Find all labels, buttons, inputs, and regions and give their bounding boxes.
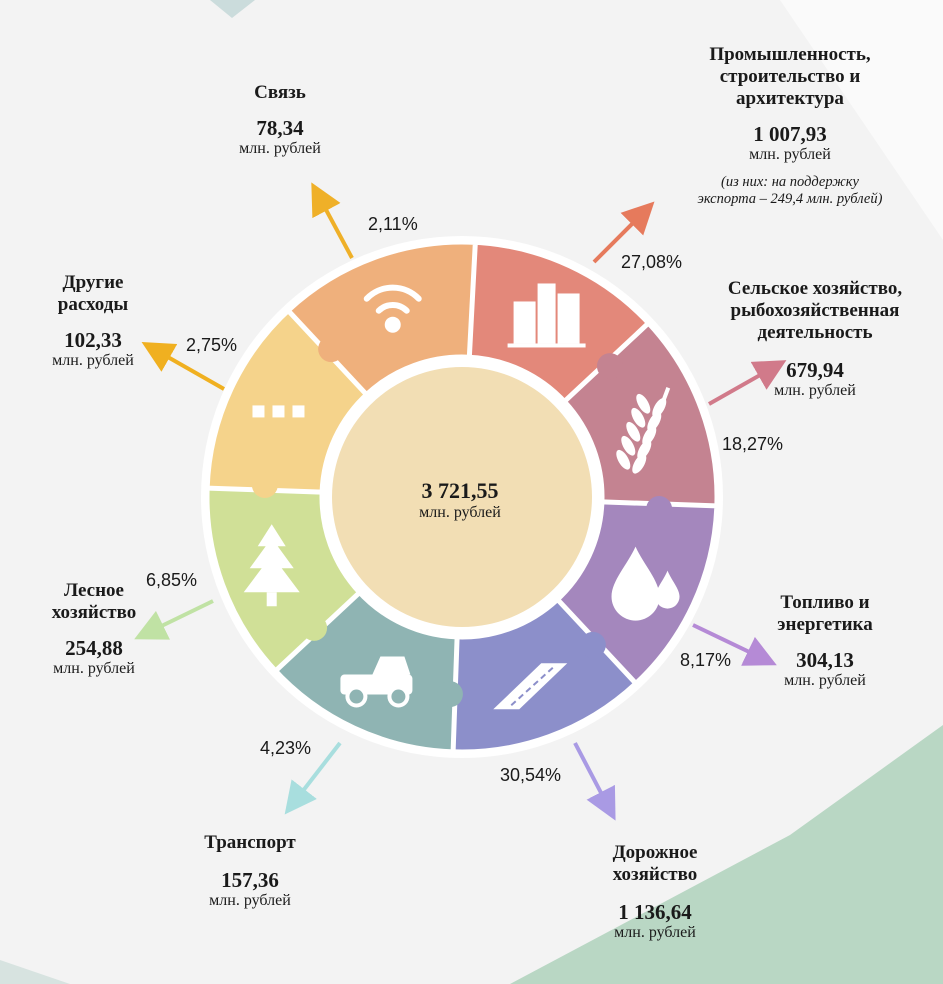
puzzle-tab-road bbox=[579, 631, 606, 658]
percent-label-forest: 6,85% bbox=[146, 570, 198, 590]
label-value: 679,94 bbox=[786, 357, 844, 382]
label-value: 78,34 bbox=[256, 115, 304, 140]
percent-label-svyaz: 2,11% bbox=[368, 214, 418, 234]
label-name: Топливо и энергетика bbox=[777, 592, 873, 635]
label-fuel: Топливо и энергетика 304,13 млн. рублей bbox=[740, 592, 910, 690]
label-note: (из них: на поддержку экспорта – 249,4 м… bbox=[697, 174, 883, 207]
arrow-trans bbox=[284, 741, 342, 815]
label-value: 254,88 bbox=[65, 635, 123, 660]
label-unit: млн. рублей bbox=[749, 145, 831, 163]
label-unit: млн. рублей bbox=[53, 659, 135, 677]
percent-label-other: 2,75% bbox=[186, 335, 238, 355]
label-forest: Лесное хозяйство 254,88 млн. рублей bbox=[14, 580, 174, 678]
label-unit: млн. рублей bbox=[209, 891, 291, 909]
label-agro: Сельское хозяйство, рыбохозяйственная де… bbox=[690, 278, 940, 400]
puzzle-tab-svyaz bbox=[318, 336, 345, 363]
label-value: 157,36 bbox=[221, 867, 279, 892]
arrow-fuel bbox=[692, 623, 777, 666]
arrow-road bbox=[573, 742, 616, 821]
percent-label-prom: 27,08% bbox=[621, 252, 683, 272]
center-unit: млн. рублей bbox=[419, 504, 501, 521]
label-name: Промышленность, строительство и архитект… bbox=[709, 44, 871, 109]
truck-icon bbox=[340, 656, 413, 708]
puzzle-tab-fuel bbox=[646, 496, 673, 523]
road-icon bbox=[493, 663, 568, 710]
label-name: Другие расходы bbox=[57, 272, 129, 315]
wifi-icon bbox=[363, 284, 422, 333]
label-unit: млн. рублей bbox=[614, 923, 696, 941]
label-prom: Промышленность, строительство и архитект… bbox=[640, 44, 940, 207]
wheat-icon bbox=[616, 387, 671, 474]
label-svyaz: Связь 78,34 млн. рублей bbox=[205, 82, 355, 158]
arrow-other bbox=[141, 342, 225, 391]
arrow-agro bbox=[708, 360, 787, 406]
label-value: 1 136,64 bbox=[618, 899, 692, 924]
center-disc bbox=[332, 367, 592, 627]
percent-label-agro: 18,27% bbox=[722, 434, 784, 454]
center-value: 3 721,55 bbox=[421, 478, 499, 503]
arrow-prom bbox=[592, 201, 655, 264]
puzzle-tab-forest bbox=[301, 614, 328, 641]
percent-label-road: 30,54% bbox=[500, 765, 562, 785]
dots-icon bbox=[252, 405, 305, 418]
label-road: Дорожное хозяйство 1 136,64 млн. рублей bbox=[575, 842, 735, 942]
tree-icon bbox=[243, 524, 300, 607]
arrow-svyaz bbox=[311, 182, 354, 259]
label-other: Другие расходы 102,33 млн. рублей bbox=[18, 272, 168, 370]
percent-label-trans: 4,23% bbox=[260, 738, 312, 758]
label-unit: млн. рублей bbox=[52, 351, 134, 369]
drops-icon bbox=[611, 546, 680, 621]
label-value: 304,13 bbox=[796, 647, 854, 672]
center-total: 3 721,55 млн. рублей bbox=[350, 478, 570, 522]
buildings-icon bbox=[507, 283, 586, 348]
label-value: 1 007,93 bbox=[753, 121, 827, 146]
label-unit: млн. рублей bbox=[774, 381, 856, 399]
puzzle-tab-agro bbox=[596, 353, 623, 380]
label-value: 102,33 bbox=[64, 327, 122, 352]
label-name: Дорожное хозяйство bbox=[612, 842, 698, 885]
label-name: Транспорт bbox=[204, 832, 296, 853]
arrow-forest bbox=[134, 599, 214, 640]
percent-label-fuel: 8,17% bbox=[680, 650, 732, 670]
label-unit: млн. рублей bbox=[784, 671, 866, 689]
label-name: Лесное хозяйство bbox=[51, 580, 137, 623]
puzzle-tab-trans bbox=[436, 681, 463, 708]
label-unit: млн. рублей bbox=[239, 139, 321, 157]
label-name: Связь bbox=[254, 82, 306, 103]
label-trans: Транспорт 157,36 млн. рублей bbox=[170, 832, 330, 910]
puzzle-tab-other bbox=[251, 471, 278, 498]
label-name: Сельское хозяйство, рыбохозяйственная де… bbox=[727, 278, 903, 343]
